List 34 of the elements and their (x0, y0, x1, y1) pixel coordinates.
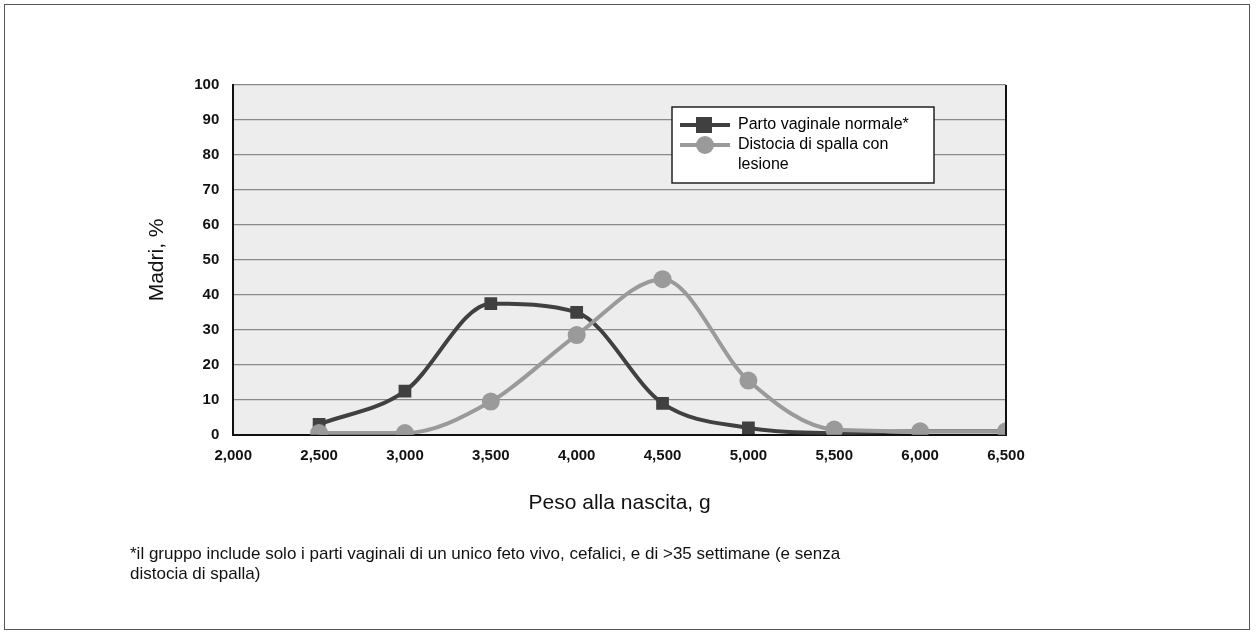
x-tick-label: 6,500 (987, 445, 1025, 463)
x-tick-label: 6,000 (901, 445, 939, 463)
y-axis-title: Madri, % (144, 218, 168, 302)
x-tick-label: 5,000 (729, 445, 768, 463)
y-tick-label: 30 (202, 320, 220, 337)
y-tick-label: 50 (202, 250, 220, 268)
x-tick-label: 3,000 (386, 445, 424, 463)
y-tick-label: 10 (202, 389, 220, 407)
point (739, 371, 758, 390)
x-tick-label: 4,500 (643, 445, 682, 463)
y-tick-label: 100 (194, 75, 220, 93)
x-tick-label: 3,500 (472, 445, 510, 463)
y-tick-label: 80 (202, 145, 220, 163)
point (656, 396, 669, 410)
text: *il gruppo include solo i parti vaginali di un unico feto vivo, cefalici, e di >35 settimane (e senza distocia di spalla) (130, 544, 842, 584)
legend-label: Distocia di spalla con lesione (738, 135, 889, 173)
point (653, 270, 672, 289)
point (567, 326, 586, 345)
legend-label: Parto vaginale normale* (738, 115, 909, 133)
x-tick-label: 2,000 (214, 445, 252, 463)
x-tick-label: 5,500 (815, 445, 854, 463)
point (742, 421, 755, 435)
y-tick-label: 20 (202, 354, 220, 372)
y-tick-label: 70 (202, 180, 220, 198)
point (570, 306, 584, 319)
point (481, 392, 500, 411)
x-tick-label: 2,500 (300, 445, 338, 463)
y-tick-label: 40 (202, 285, 220, 303)
y-tick-label: 0 (210, 424, 220, 442)
x-tick-label: 4,000 (557, 445, 596, 463)
y-tick-label: 90 (202, 110, 220, 128)
x-axis-title: Peso alla nascita, g (528, 490, 711, 514)
point (484, 297, 498, 310)
y-tick-label: 60 (202, 215, 220, 233)
